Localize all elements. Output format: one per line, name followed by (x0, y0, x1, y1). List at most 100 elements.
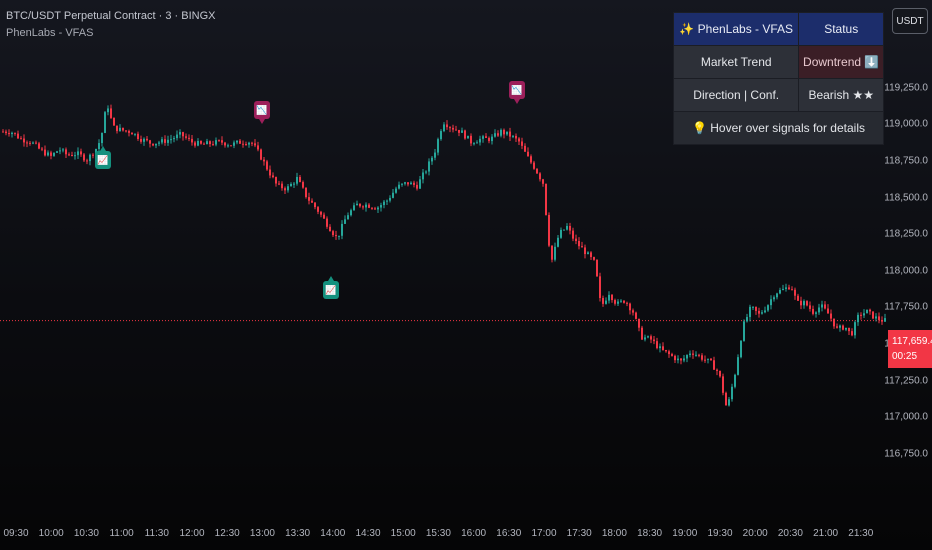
price-tick: 116,750.0 (884, 448, 928, 460)
time-axis[interactable]: 09:30 10:00 10:30 11:00 11:30 12:00 12:30 13:00… (0, 520, 888, 550)
candle (284, 186, 286, 194)
candle (236, 140, 238, 145)
candle (242, 140, 244, 148)
candle (791, 286, 793, 291)
candle (77, 147, 79, 159)
candle (686, 354, 688, 363)
candle (773, 295, 775, 302)
candle (404, 181, 406, 186)
candle (761, 309, 763, 315)
symbol-title[interactable]: BTC/USDT Perpetual Contract · 3 · BINGX (6, 10, 216, 22)
candle (608, 291, 610, 304)
candle (494, 129, 496, 138)
candle (569, 222, 571, 235)
candle (644, 334, 646, 342)
candle (617, 299, 619, 307)
candle (821, 300, 823, 312)
candle (542, 178, 544, 187)
candle (227, 143, 229, 148)
candle (695, 351, 697, 357)
candle (500, 128, 502, 138)
candle (131, 132, 133, 135)
candle (41, 147, 43, 152)
candle (239, 138, 241, 144)
candle (737, 354, 739, 376)
candle (635, 311, 637, 320)
time-tick: 19:00 (672, 528, 698, 539)
candle (218, 139, 220, 142)
sell-signal-marker[interactable]: 📉 (509, 81, 525, 104)
candle (878, 312, 880, 324)
candle (827, 304, 829, 314)
chart-area[interactable]: BTC/USDT Perpetual Contract · 3 · BINGX … (0, 0, 888, 520)
status-table: ✨ PhenLabs - VFAS Status Market Trend Do… (672, 12, 884, 145)
candle (587, 251, 589, 255)
candle (764, 306, 766, 314)
candle (716, 368, 718, 376)
time-tick: 21:30 (848, 528, 874, 539)
candle (203, 142, 205, 145)
candle (311, 198, 313, 203)
candle (704, 355, 706, 363)
price-tick: 118,000.0 (884, 265, 928, 277)
candlestick-plot[interactable] (0, 0, 888, 520)
candle (563, 229, 565, 231)
candle (770, 295, 772, 310)
buy-signal-marker[interactable]: 📈 (95, 146, 111, 169)
candle (566, 223, 568, 231)
candle (104, 110, 106, 134)
market-trend-label: Market Trend (672, 45, 800, 79)
candle (122, 127, 124, 132)
candle (191, 135, 193, 146)
candle (575, 234, 577, 245)
candle (458, 129, 460, 137)
candle (434, 149, 436, 161)
candle (224, 141, 226, 148)
candle (365, 202, 367, 212)
candle (614, 298, 616, 306)
candle (140, 135, 142, 144)
candle (806, 300, 808, 307)
candle (38, 141, 40, 150)
candle (647, 335, 649, 339)
time-tick: 21:00 (813, 528, 839, 539)
candle (755, 306, 757, 315)
current-price: 117,659.4 (892, 336, 932, 347)
candle (881, 316, 883, 325)
candle (86, 158, 88, 165)
candle (671, 352, 673, 357)
candle (725, 391, 727, 406)
candle (212, 140, 214, 146)
candle (23, 134, 25, 147)
candle (818, 303, 820, 315)
candle (392, 188, 394, 199)
candle (713, 356, 715, 370)
candle (290, 182, 292, 187)
time-tick: 15:00 (390, 528, 416, 539)
candle (884, 313, 886, 322)
candle (785, 283, 787, 292)
candle (5, 129, 7, 136)
hover-hint: 💡 Hover over signals for details (673, 111, 884, 145)
candle (605, 297, 607, 305)
currency-button[interactable]: USDT (892, 8, 928, 34)
candle (176, 130, 178, 141)
candle (470, 133, 472, 147)
candle (788, 284, 790, 290)
indicator-label[interactable]: PhenLabs - VFAS (6, 27, 94, 39)
candle (455, 125, 457, 131)
candle (524, 143, 526, 152)
hint-row: 💡 Hover over signals for details (673, 111, 884, 145)
time-tick: 11:30 (144, 528, 169, 539)
price-axis[interactable]: USDT 119,250.0 119,000.0 118,750.0 118,500.… (884, 0, 932, 520)
sell-signal-marker[interactable]: 📉 (254, 101, 270, 124)
buy-signal-marker[interactable]: 📈 (323, 276, 339, 299)
candle (134, 133, 136, 137)
candle (362, 205, 364, 210)
candle (629, 302, 631, 315)
price-tick: 118,750.0 (884, 155, 928, 167)
candle (359, 203, 361, 208)
candle (350, 208, 352, 217)
candle (65, 147, 67, 158)
candle (467, 135, 469, 139)
